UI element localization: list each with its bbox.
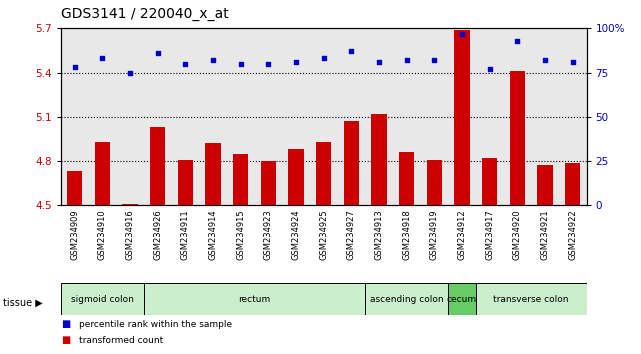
Text: GSM234923: GSM234923 bbox=[264, 209, 273, 260]
Text: GSM234912: GSM234912 bbox=[458, 209, 467, 260]
Point bbox=[457, 31, 467, 36]
Point bbox=[429, 57, 440, 63]
Bar bbox=[344, 121, 359, 205]
Text: transverse colon: transverse colon bbox=[494, 295, 569, 304]
Bar bbox=[178, 160, 193, 205]
Text: GSM234909: GSM234909 bbox=[71, 209, 79, 260]
Bar bbox=[205, 143, 221, 205]
Text: GSM234910: GSM234910 bbox=[98, 209, 107, 260]
Point bbox=[319, 56, 329, 61]
Text: GSM234915: GSM234915 bbox=[237, 209, 246, 260]
Bar bbox=[399, 152, 414, 205]
Point bbox=[401, 57, 412, 63]
Point bbox=[263, 61, 274, 67]
Bar bbox=[61, 283, 144, 315]
Bar bbox=[288, 149, 304, 205]
Text: GSM234920: GSM234920 bbox=[513, 209, 522, 260]
Text: percentile rank within the sample: percentile rank within the sample bbox=[79, 320, 232, 329]
Bar bbox=[427, 160, 442, 205]
Point bbox=[512, 38, 522, 44]
Bar bbox=[233, 154, 248, 205]
Bar bbox=[482, 158, 497, 205]
Point bbox=[567, 59, 578, 65]
Point bbox=[153, 50, 163, 56]
Text: ■: ■ bbox=[61, 335, 70, 345]
Bar bbox=[371, 114, 387, 205]
Point bbox=[180, 61, 190, 67]
Point bbox=[540, 57, 550, 63]
Bar bbox=[261, 161, 276, 205]
Point bbox=[291, 59, 301, 65]
Text: GSM234914: GSM234914 bbox=[208, 209, 217, 260]
Bar bbox=[316, 142, 331, 205]
Text: GSM234925: GSM234925 bbox=[319, 209, 328, 260]
Bar bbox=[365, 283, 448, 315]
Bar bbox=[448, 283, 476, 315]
Bar bbox=[95, 142, 110, 205]
Text: GSM234919: GSM234919 bbox=[430, 209, 439, 260]
Text: GSM234921: GSM234921 bbox=[540, 209, 549, 260]
Text: GSM234911: GSM234911 bbox=[181, 209, 190, 260]
Text: ascending colon: ascending colon bbox=[370, 295, 444, 304]
Text: GSM234924: GSM234924 bbox=[292, 209, 301, 260]
Bar bbox=[537, 166, 553, 205]
Point bbox=[236, 61, 246, 67]
Point bbox=[374, 59, 384, 65]
Bar bbox=[144, 283, 365, 315]
Bar bbox=[122, 204, 138, 205]
Point bbox=[125, 70, 135, 75]
Point bbox=[485, 66, 495, 72]
Bar bbox=[565, 162, 580, 205]
Text: sigmoid colon: sigmoid colon bbox=[71, 295, 134, 304]
Bar bbox=[150, 127, 165, 205]
Point bbox=[97, 56, 108, 61]
Text: transformed count: transformed count bbox=[79, 336, 163, 345]
Text: cecum: cecum bbox=[447, 295, 477, 304]
Bar bbox=[476, 283, 587, 315]
Point bbox=[346, 48, 356, 54]
Point bbox=[208, 57, 218, 63]
Text: GSM234922: GSM234922 bbox=[568, 209, 577, 260]
Bar bbox=[67, 171, 82, 205]
Point bbox=[70, 64, 80, 70]
Text: GSM234926: GSM234926 bbox=[153, 209, 162, 260]
Text: GDS3141 / 220040_x_at: GDS3141 / 220040_x_at bbox=[61, 7, 229, 21]
Bar bbox=[510, 71, 525, 205]
Text: GSM234918: GSM234918 bbox=[402, 209, 411, 260]
Text: GSM234913: GSM234913 bbox=[374, 209, 383, 260]
Text: GSM234927: GSM234927 bbox=[347, 209, 356, 260]
Text: rectum: rectum bbox=[238, 295, 271, 304]
Text: GSM234916: GSM234916 bbox=[126, 209, 135, 260]
Text: ■: ■ bbox=[61, 319, 70, 329]
Text: GSM234917: GSM234917 bbox=[485, 209, 494, 260]
Bar bbox=[454, 30, 470, 205]
Text: tissue ▶: tissue ▶ bbox=[3, 297, 43, 307]
